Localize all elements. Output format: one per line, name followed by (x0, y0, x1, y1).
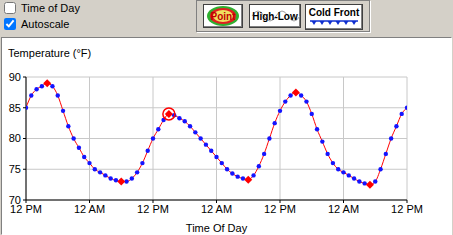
html-text:Cold Front: Cold Front (308, 7, 360, 18)
svg-text:70: 70 (9, 194, 21, 206)
html-text:High-Low: High-Low (252, 10, 298, 22)
svg-text:Time Of Day: Time Of Day (186, 222, 248, 234)
svg-text:80: 80 (9, 132, 21, 144)
svg-text:75: 75 (9, 163, 21, 175)
svg-text:12 AM: 12 AM (328, 203, 359, 215)
svg-text:12 AM: 12 AM (74, 203, 105, 215)
svg-text:12 PM: 12 PM (264, 203, 296, 215)
svg-text:12 AM: 12 AM (201, 203, 232, 215)
html-text:Point: Point (210, 10, 236, 22)
svg-text:12 PM: 12 PM (137, 203, 169, 215)
svg-text:12 PM: 12 PM (10, 202, 42, 215)
svg-text:85: 85 (9, 102, 21, 114)
html-text:Time of Day: Time of Day (21, 1, 80, 14)
html-text:Temperature (°F): Temperature (°F) (8, 47, 92, 59)
svg-text:90: 90 (9, 71, 21, 83)
html-text:Autoscale: Autoscale (21, 17, 70, 30)
svg-text:12 PM: 12 PM (391, 203, 423, 215)
